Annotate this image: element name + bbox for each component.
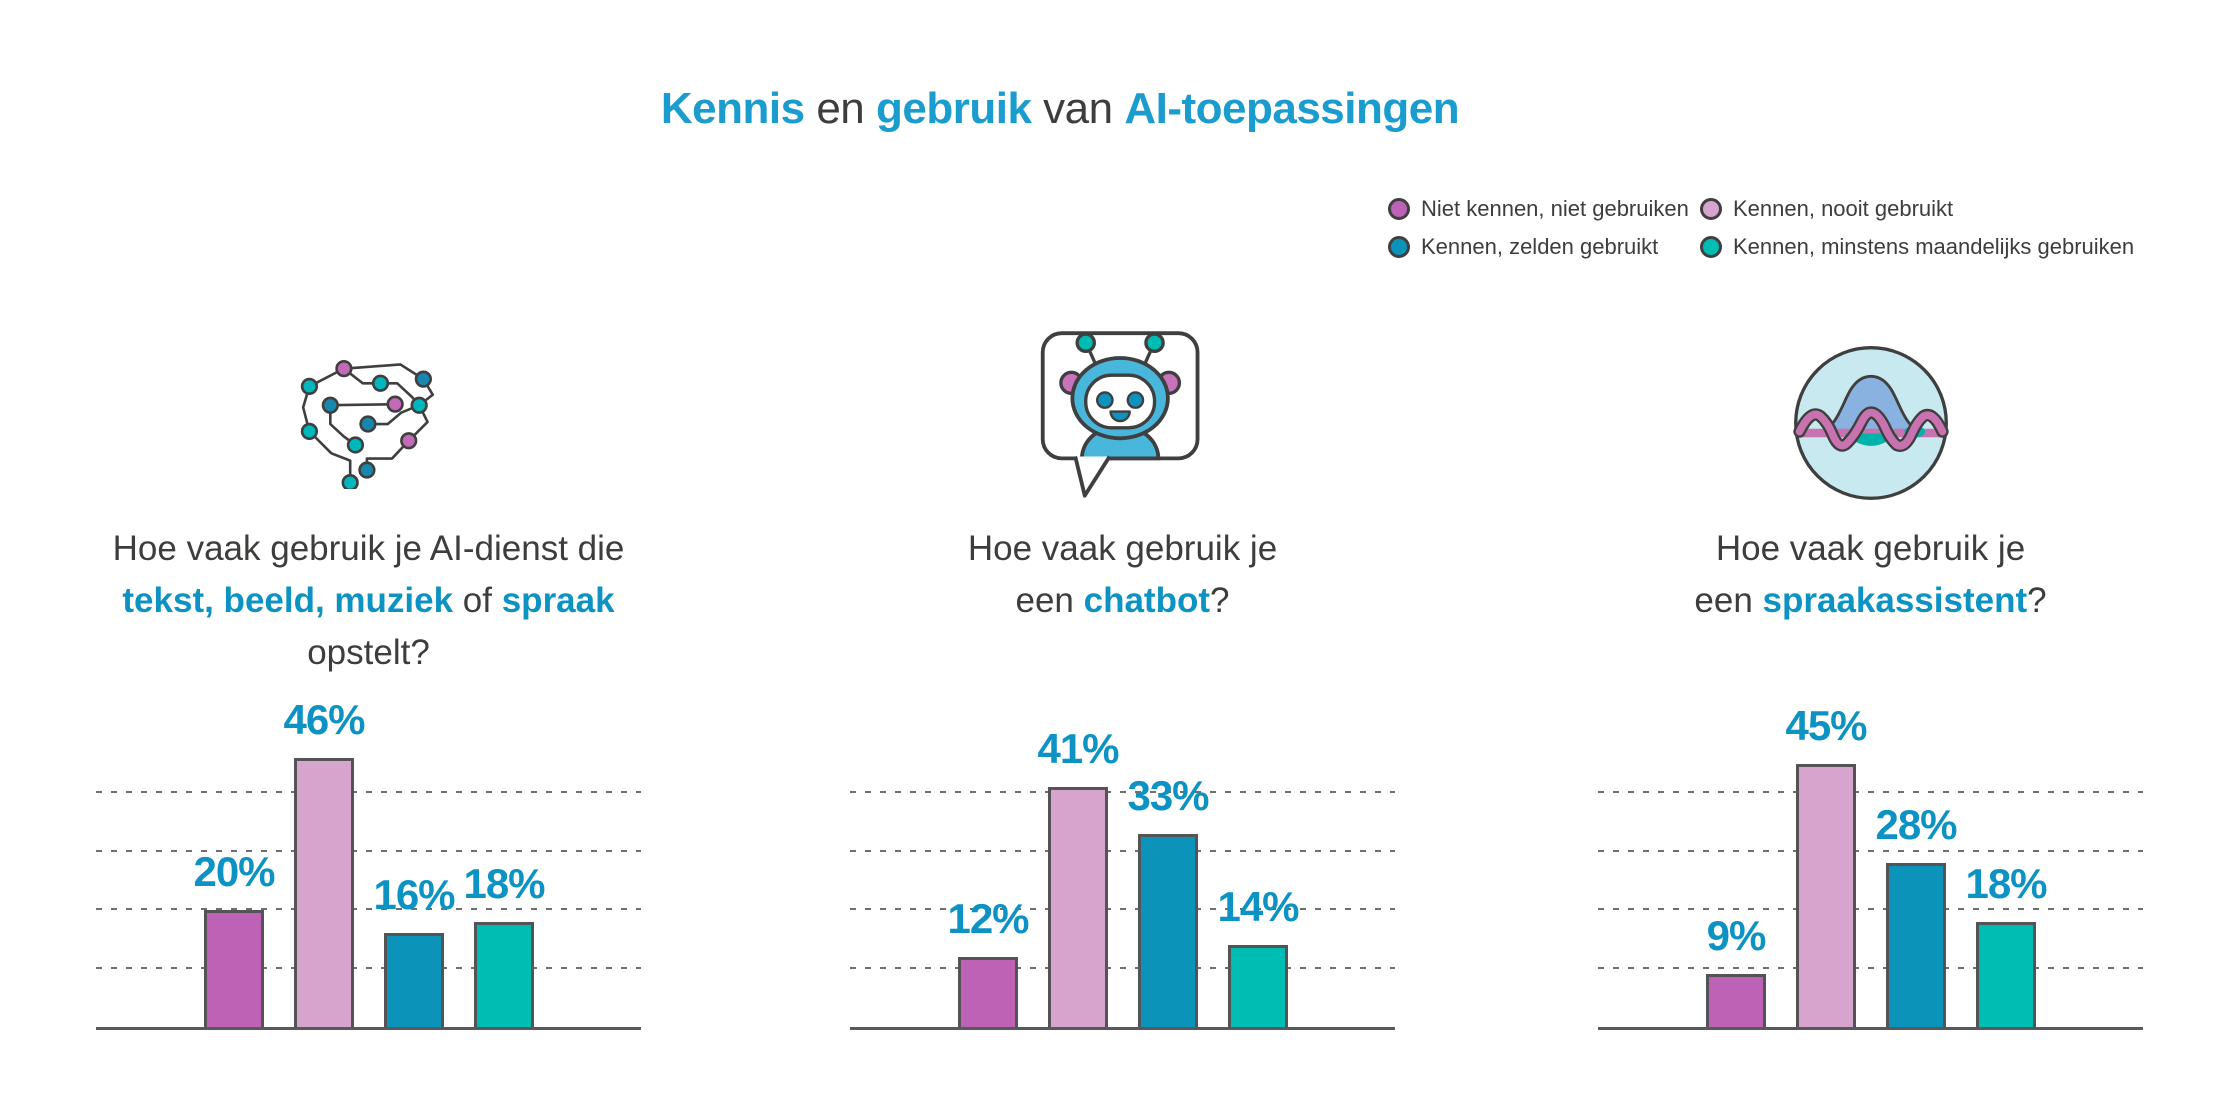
title-accent-text: AI-toepassingen [1124,84,1460,133]
chatbot-icon [1040,330,1199,498]
chart-gridline [1598,908,2143,910]
question-line: tekst, beeld, muziek of spraak [96,575,641,627]
legend-item: Kennen, zelden gebruikt [1388,234,1700,260]
voice-assistant-icon [1598,330,2143,515]
bar [294,757,354,1027]
legend-item-label: Kennen, nooit gebruikt [1733,196,1954,221]
question-accent-text: tekst, beeld, muziek [122,581,454,620]
question-line: een spraakassistent? [1598,575,2143,627]
question-plain-text: Hoe vaak gebruik je [1715,529,2026,568]
question-plain-text: een [1694,581,1763,620]
bar-value-label: 14% [1217,883,1299,931]
brain-icon [300,359,434,489]
legend-color-dot [1700,236,1722,258]
bar [384,933,444,1027]
chart-gridline [96,966,641,969]
bar-chart: 12% 41% 33% 14% [850,690,1395,1030]
question-plain-text: Hoe vaak gebruik je AI-dienst die [112,529,625,568]
bar [1048,787,1108,1027]
chart-gridline [96,849,641,852]
question-plain-text: een [1015,581,1084,620]
bar-value-label: 16% [373,871,455,919]
chart-gridline [850,966,1395,969]
legend-item: Kennen, minstens maandelijks gebruiken [1700,234,2134,260]
bar-value-label: 20% [193,848,275,895]
question-plain-text: opstelt? [307,633,430,672]
bar [958,956,1018,1027]
question-text: Hoe vaak gebruik je een chatbot? [850,523,1395,627]
chart-section: Hoe vaak gebruik je AI-dienst die tekst, … [96,330,641,1042]
chart-gridline [1598,849,2143,852]
question-plain-text: ? [1210,581,1230,620]
chatbot-icon [850,330,1395,515]
legend-item-label: Niet kennen, niet gebruiken [1421,196,1689,221]
question-text: Hoe vaak gebruik je een spraakassistent? [1598,523,2143,627]
chart-gridline [850,908,1395,910]
question-line: een chatbot? [850,575,1395,627]
question-accent-text: chatbot [1083,581,1211,620]
bar-value-label: 28% [1875,801,1957,849]
question-line: Hoe vaak gebruik je [1598,523,2143,575]
question-text: Hoe vaak gebruik je AI-dienst die tekst, … [96,523,641,679]
voice-assistant-icon [1792,345,1949,500]
question-accent-text: spraakassistent [1762,581,2028,620]
chart-gridline [96,791,641,793]
chart-plot-area: 12% 41% 33% 14% [850,690,1395,1030]
bar-value-label: 12% [947,894,1029,942]
bar [1796,763,1856,1027]
question-accent-text: spraak [501,581,615,620]
question-plain-text: ? [2027,581,2047,620]
bar [204,910,264,1027]
question-line: Hoe vaak gebruik je [850,523,1395,575]
bar-value-label: 45% [1785,701,1867,749]
chart-gridline [1598,966,2143,969]
bar-chart: 9% 45% 28% 18% [1598,690,2143,1030]
chart-section: Hoe vaak gebruik je een spraakassistent? 9… [1598,330,2143,1042]
bar-value-label: 46% [283,695,365,743]
chart-gridline [1598,791,2143,793]
legend-item-label: Kennen, zelden gebruikt [1421,234,1659,259]
chart-section: Hoe vaak gebruik je een chatbot? 12% 41% 33%… [850,330,1395,1042]
bar [474,921,534,1027]
bar [1976,921,2036,1027]
title-accent-text: gebruik [876,84,1032,133]
legend: Niet kennen, niet gebruiken Kennen, nooit… [1388,190,2134,266]
page-title: Kennis en gebruik van AI-toepassingen [660,84,1460,134]
chart-gridline [850,791,1395,793]
question-plain-text: of [453,581,502,620]
legend-item: Kennen, nooit gebruikt [1700,196,2134,222]
chart-gridline [96,908,641,910]
chart-gridline [850,849,1395,852]
title-plain-text: van [1031,84,1125,133]
title-plain-text: en [804,84,876,133]
chart-plot-area: 9% 45% 28% 18% [1598,690,2143,1030]
legend-color-dot [1388,236,1410,258]
legend-item: Niet kennen, niet gebruiken [1388,196,1700,222]
question-line: Hoe vaak gebruik je AI-dienst die [96,523,641,575]
bar-value-label: 18% [1965,859,2047,907]
bar-value-label: 9% [1706,912,1767,960]
bar [1138,833,1198,1027]
question-line: opstelt? [96,627,641,679]
legend-color-dot [1388,198,1410,220]
chart-plot-area: 20% 46% 16% 18% [96,690,641,1030]
bar-value-label: 33% [1127,771,1209,819]
brain-icon [96,330,641,515]
question-plain-text: Hoe vaak gebruik je [967,529,1278,568]
bar [1886,863,1946,1027]
bar [1706,974,1766,1027]
bar-value-label: 18% [463,859,545,907]
legend-color-dot [1700,198,1722,220]
title-accent-text: Kennis [660,84,805,133]
bar-chart: 20% 46% 16% 18% [96,690,641,1030]
legend-item-label: Kennen, minstens maandelijks gebruiken [1733,234,2135,259]
bar-value-label: 41% [1037,725,1119,773]
bar [1228,945,1288,1027]
